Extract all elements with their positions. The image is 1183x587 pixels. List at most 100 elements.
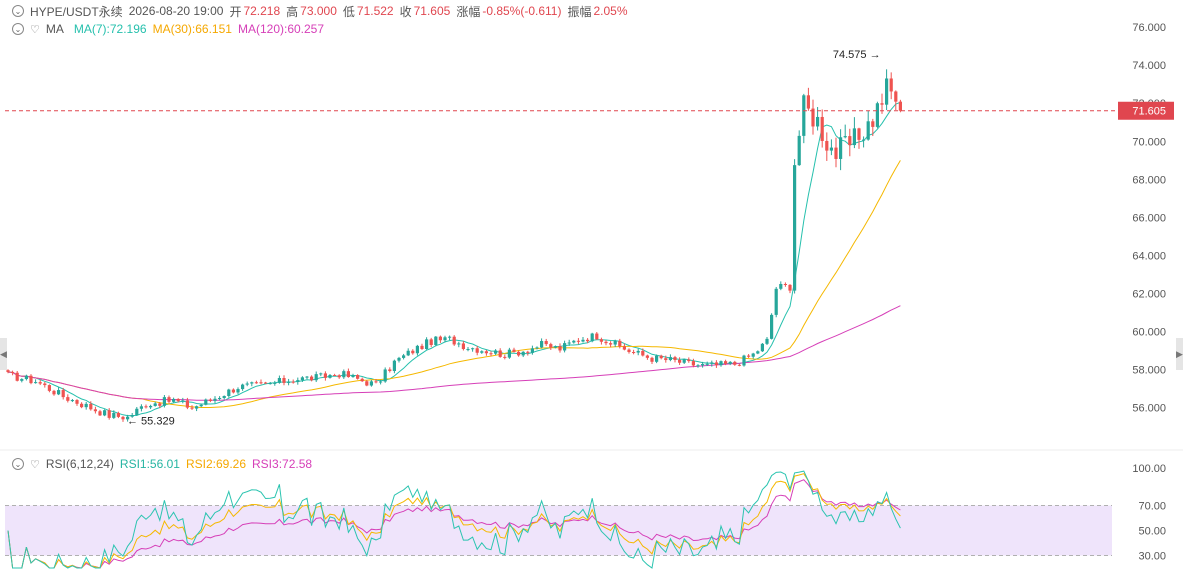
candle-body bbox=[484, 351, 488, 354]
candle-body bbox=[273, 382, 277, 384]
candle-body bbox=[544, 341, 548, 345]
close-value: 71.605 bbox=[413, 4, 451, 18]
rsi-guides bbox=[5, 505, 1112, 556]
open-value: 72.218 bbox=[243, 4, 281, 18]
candle-body bbox=[158, 403, 162, 406]
candle-body bbox=[452, 336, 456, 345]
candle-body bbox=[415, 345, 419, 354]
candle-body bbox=[43, 383, 47, 386]
candle-body bbox=[503, 356, 507, 358]
candle-body bbox=[52, 390, 56, 395]
candle-body bbox=[659, 355, 663, 359]
candle-body bbox=[825, 140, 829, 151]
candle-body bbox=[604, 341, 608, 344]
candle-body bbox=[438, 336, 442, 341]
candle-body bbox=[388, 369, 392, 372]
collapse-chevron-icon[interactable]: ⌄ bbox=[12, 23, 24, 35]
candle-body bbox=[760, 343, 764, 352]
candle-body bbox=[770, 314, 774, 339]
change-value: -0.85%(-0.611) bbox=[482, 4, 562, 18]
collapse-chevron-icon[interactable]: ⌄ bbox=[12, 5, 24, 17]
candle-body bbox=[599, 339, 603, 342]
ma-name[interactable]: MA bbox=[45, 22, 64, 36]
bell-icon[interactable]: ♡ bbox=[30, 458, 40, 471]
candle-body bbox=[678, 359, 682, 363]
price-tick-label: 56.000 bbox=[1132, 403, 1166, 415]
candle-body bbox=[268, 383, 272, 385]
candle-body bbox=[517, 351, 521, 356]
candle-body bbox=[793, 165, 797, 291]
candle-body bbox=[29, 375, 33, 384]
candle-body bbox=[139, 406, 143, 409]
candle-body bbox=[144, 406, 148, 408]
candle-body bbox=[839, 137, 843, 159]
candle-body bbox=[783, 283, 787, 285]
candle-body bbox=[34, 382, 38, 384]
candle-body bbox=[337, 375, 341, 378]
candle-body bbox=[471, 348, 475, 350]
candle-body bbox=[737, 364, 741, 366]
candle-body bbox=[20, 379, 24, 381]
candle-body bbox=[668, 357, 672, 361]
candle-body bbox=[553, 346, 557, 348]
candle-body bbox=[875, 103, 879, 127]
candle-body bbox=[369, 381, 373, 386]
candle-body bbox=[498, 350, 502, 357]
scroll-left-arrow-icon[interactable]: ◀ bbox=[0, 338, 7, 370]
candle-body bbox=[314, 374, 318, 381]
bell-icon[interactable]: ♡ bbox=[30, 23, 40, 36]
candle-body bbox=[47, 385, 51, 391]
candle-body bbox=[374, 381, 378, 383]
candle-body bbox=[802, 95, 806, 136]
ma30-value: MA(30):66.151 bbox=[152, 22, 232, 36]
candle-body bbox=[457, 343, 461, 345]
candle-body bbox=[885, 78, 889, 105]
candle-body bbox=[241, 384, 245, 390]
candle-body bbox=[632, 352, 636, 354]
candle-body bbox=[291, 381, 295, 383]
candle-body bbox=[645, 355, 649, 358]
rsi-band bbox=[5, 505, 1112, 556]
candle-body bbox=[61, 390, 65, 398]
candle-body bbox=[24, 375, 28, 380]
rsi1-value: RSI1:56.01 bbox=[119, 457, 180, 471]
candle-body bbox=[11, 372, 15, 374]
candle-body bbox=[57, 390, 61, 395]
collapse-chevron-icon[interactable]: ⌄ bbox=[12, 458, 24, 470]
candle-body bbox=[323, 373, 327, 378]
price-axis: 76.00074.00072.00070.00068.00066.00064.0… bbox=[0, 22, 1183, 451]
rsi-legend: ⌄ ♡ RSI(6,12,24) RSI1:56.01 RSI2:69.26 R… bbox=[12, 456, 318, 472]
rsi-lines bbox=[7, 470, 901, 569]
candle-body bbox=[512, 349, 516, 352]
candle-body bbox=[333, 375, 337, 377]
scroll-right-arrow-icon[interactable]: ▶ bbox=[1176, 338, 1183, 370]
rsi-name[interactable]: RSI(6,12,24) bbox=[45, 457, 114, 471]
ma-legend: ⌄ ♡ MA MA(7):72.196 MA(30):66.151 MA(120… bbox=[12, 21, 330, 37]
candle-body bbox=[834, 147, 838, 159]
price-tick-label: 74.000 bbox=[1132, 60, 1166, 72]
candle-body bbox=[705, 363, 709, 365]
candle-body bbox=[461, 343, 465, 350]
candle-body bbox=[328, 375, 332, 378]
ma120-value: MA(120):60.257 bbox=[237, 22, 325, 36]
price-tick-label: 66.000 bbox=[1132, 212, 1166, 224]
candle-body bbox=[829, 147, 833, 151]
candle-body bbox=[305, 376, 309, 378]
candle-body bbox=[103, 410, 107, 416]
candle-body bbox=[724, 361, 728, 364]
candle-body bbox=[84, 403, 88, 408]
candle-body bbox=[213, 398, 217, 401]
candle-body bbox=[871, 121, 875, 127]
rsi2-value: RSI2:69.26 bbox=[185, 457, 247, 471]
candle-body bbox=[857, 128, 861, 140]
candle-body bbox=[190, 407, 194, 409]
candle-body bbox=[245, 383, 249, 385]
candle-body bbox=[742, 355, 746, 366]
candle-body bbox=[121, 416, 125, 420]
candle-body bbox=[673, 357, 677, 360]
candle-body bbox=[576, 340, 580, 342]
candle-body bbox=[613, 340, 617, 345]
candle-body bbox=[848, 136, 852, 146]
candle-body bbox=[365, 381, 369, 386]
